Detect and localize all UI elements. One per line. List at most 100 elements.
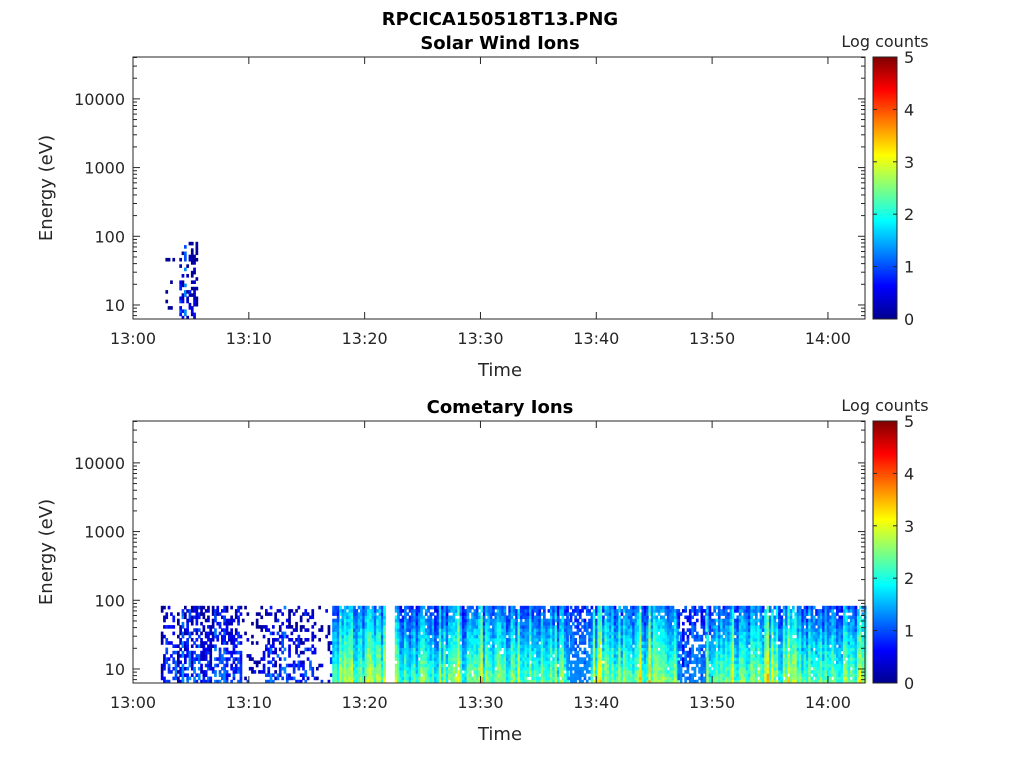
spectrogram-cell — [216, 638, 220, 642]
spectrogram-cell — [346, 654, 349, 658]
spectrogram-cell — [431, 673, 435, 677]
spectrogram-cell — [415, 654, 419, 658]
spectrogram-cell — [695, 679, 699, 684]
spectrogram-cell — [524, 650, 528, 655]
spectrogram-cell — [556, 660, 560, 665]
spectrogram-cell — [228, 634, 231, 639]
spectrogram-cell — [355, 647, 359, 652]
spectrogram-cell — [228, 618, 231, 623]
spectrogram-cell — [616, 647, 619, 652]
spectrogram-cell — [552, 647, 555, 652]
spectrogram-cell — [494, 638, 498, 642]
spectrogram-cell — [350, 641, 354, 645]
spectrogram-cell — [399, 638, 403, 642]
spectrogram-cell — [188, 615, 192, 620]
spectrogram-cell — [556, 666, 560, 671]
spectrogram-cell — [503, 641, 507, 645]
spectrogram-cell — [609, 663, 612, 668]
spectrogram-cell — [734, 609, 737, 613]
spectrogram-cell — [265, 647, 268, 652]
spectrogram-cell — [406, 605, 409, 610]
spectrogram-cell — [722, 663, 726, 668]
spectrogram-cell — [475, 670, 479, 674]
spectrogram-cell — [643, 621, 647, 626]
spectrogram-cell — [223, 641, 226, 645]
spectrogram-cell — [369, 612, 372, 616]
spectrogram-cell — [533, 621, 537, 626]
spectrogram-cell — [648, 676, 652, 681]
spectrogram-cell — [355, 631, 359, 636]
spectrogram-cell — [179, 280, 182, 284]
spectrogram-cell — [592, 657, 596, 661]
spectrogram-cell — [650, 666, 654, 671]
spectrogram-cell — [713, 605, 716, 610]
spectrogram-cell — [643, 657, 647, 661]
spectrogram-cell — [450, 621, 454, 626]
spectrogram-cell — [499, 605, 502, 610]
spectrogram-cell — [627, 647, 631, 652]
spectrogram-cell — [646, 660, 649, 665]
spectrogram-cell — [188, 257, 192, 262]
spectrogram-cell — [720, 618, 723, 623]
spectrogram-cell — [172, 657, 176, 661]
spectrogram-cell — [165, 650, 169, 655]
spectrogram-cell — [269, 631, 273, 636]
spectrogram-cell — [200, 609, 203, 613]
spectrogram-cell — [657, 621, 661, 626]
spectrogram-cell — [408, 647, 412, 652]
spectrogram-cell — [214, 615, 217, 620]
spectrogram-cell — [666, 612, 670, 616]
spectrogram-cell — [634, 679, 638, 684]
spectrogram-cell — [239, 634, 243, 639]
spectrogram-cell — [625, 625, 628, 629]
spectrogram-cell — [373, 679, 377, 684]
spectrogram-cell — [693, 628, 697, 632]
spectrogram-cell — [524, 631, 528, 636]
spectrogram-cell — [691, 628, 694, 632]
spectrogram-cell — [748, 654, 751, 658]
spectrogram-cell — [311, 673, 315, 677]
spectrogram-cell — [186, 638, 189, 642]
spectrogram-cell — [698, 609, 701, 613]
spectrogram-cell — [715, 650, 719, 655]
spectrogram-cell — [288, 647, 291, 652]
spectrogram-cell — [717, 660, 721, 665]
spectrogram-cell — [536, 670, 539, 674]
spectrogram-cell — [547, 641, 551, 645]
spectrogram-cell — [332, 641, 335, 645]
spectrogram-cell — [278, 628, 282, 632]
spectrogram-cell — [404, 621, 407, 626]
spectrogram-cell — [424, 663, 428, 668]
spectrogram-cell — [540, 644, 544, 648]
spectrogram-cell — [636, 647, 640, 652]
spectrogram-cell — [357, 670, 361, 674]
spectrogram-cell — [411, 670, 414, 674]
spectrogram-cell — [179, 309, 182, 313]
spectrogram-cell — [702, 666, 706, 671]
spectrogram-cell — [611, 641, 614, 645]
spectrogram-cell — [429, 605, 433, 610]
spectrogram-cell — [464, 654, 467, 658]
spectrogram-cell — [501, 666, 504, 671]
spectrogram-cell — [720, 660, 723, 665]
spectrogram-cell — [529, 609, 532, 613]
spectrogram-cell — [397, 612, 400, 616]
spectrogram-cell — [346, 612, 349, 616]
spectrogram-cell — [350, 609, 354, 613]
spectrogram-cell — [657, 673, 661, 677]
spectrogram-cell — [727, 605, 730, 610]
spectrogram-cell — [475, 628, 479, 632]
spectrogram-cell — [457, 638, 460, 642]
spectrogram-cell — [200, 641, 203, 645]
spectrogram-cell — [666, 679, 670, 684]
spectrogram-cell — [216, 612, 220, 616]
spectrogram-cell — [731, 647, 735, 652]
spectrogram-cell — [566, 634, 569, 639]
spectrogram-cell — [496, 663, 500, 668]
spectrogram-cell — [526, 615, 530, 620]
spectrogram-cell — [422, 676, 426, 681]
spectrogram-cell — [736, 628, 740, 632]
spectrogram-cell — [415, 650, 419, 655]
spectrogram-cell — [197, 660, 201, 665]
spectrogram-cell — [202, 673, 206, 677]
